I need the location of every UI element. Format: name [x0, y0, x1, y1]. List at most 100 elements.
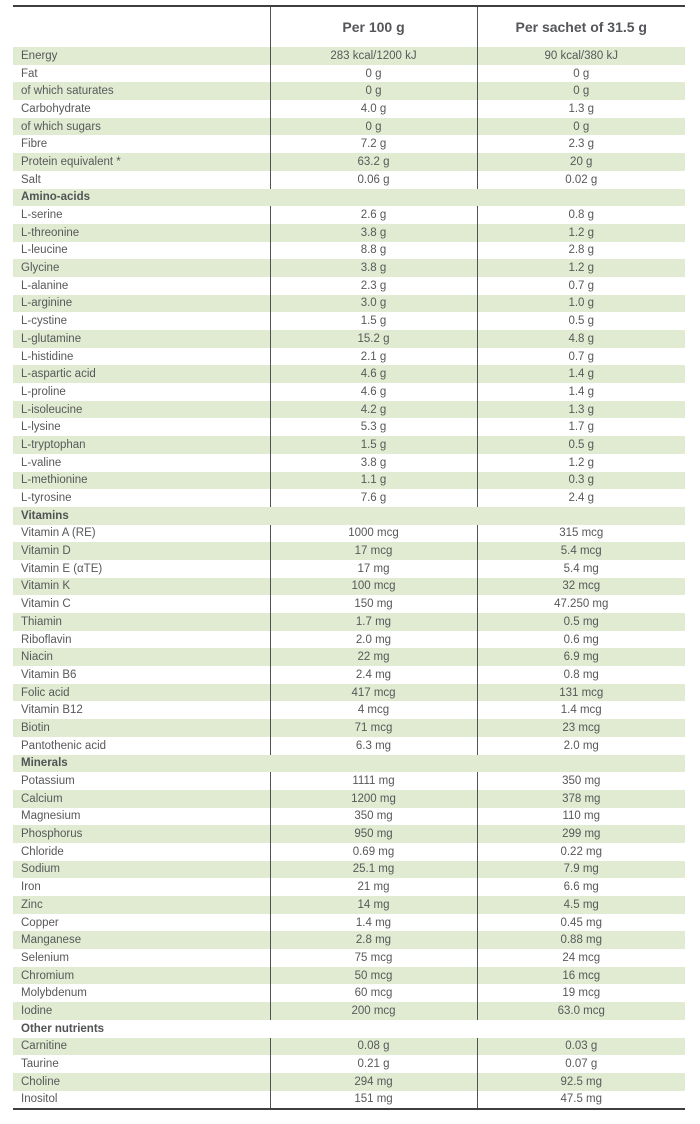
- value-per-sachet: 350 mg: [476, 772, 685, 790]
- value-per-sachet: 1.2 g: [476, 453, 685, 472]
- value-per-100g: 22 mg: [269, 648, 477, 667]
- table-row: L-proline 4.6 g 1.4 g: [13, 383, 685, 401]
- row-label: Riboflavin: [21, 633, 72, 646]
- row-label: Chloride: [21, 845, 64, 858]
- value-per-sachet: 0.88 mg: [476, 931, 685, 950]
- value-per-100g: 1.5 g: [269, 436, 477, 454]
- table-row: Vitamin C 150 mg 47.250 mg: [13, 595, 685, 613]
- table-row: Manganese 2.8 mg 0.88 mg: [13, 931, 685, 950]
- section-header-row: Minerals: [13, 754, 685, 773]
- table-row: L-valine 3.8 g 1.2 g: [13, 453, 685, 472]
- table-row: Vitamin D 17 mcg 5.4 mcg: [13, 542, 685, 560]
- row-label: Thiamin: [13, 613, 270, 631]
- row-label: Vitamin B6: [21, 668, 77, 681]
- value-per-sachet: 0.22 mg: [476, 842, 685, 861]
- table-row: Vitamin E (αTE) 17 mg 5.4 mg: [13, 559, 685, 578]
- row-label: Calcium: [13, 789, 270, 808]
- row-label: Carnitine: [13, 1037, 270, 1056]
- table-row: Salt 0.06 g 0.02 g: [13, 170, 685, 189]
- table-row: Fibre 7.2 g 2.3 g: [13, 135, 685, 154]
- section-header-label: Amino-acids: [13, 188, 685, 207]
- row-label: Potassium: [21, 775, 75, 788]
- value-per-100g: 200 mcg: [269, 1002, 477, 1020]
- row-label: Taurine: [21, 1058, 59, 1071]
- value-per-100g: 0 g: [269, 82, 477, 101]
- nutrition-table: Per 100 g Per sachet of 31.5 g Energy 283…: [13, 5, 685, 1111]
- table-row: Pantothenic acid 6.3 mg 2.0 mg: [13, 736, 685, 755]
- value-per-100g: 2.8 mg: [269, 931, 477, 950]
- value-per-sachet: 2.8 g: [476, 241, 685, 260]
- table-row: Calcium 1200 mg 378 mg: [13, 789, 685, 808]
- section-header-label: Other nutrients: [21, 1022, 105, 1035]
- value-per-sachet: 92.5 mg: [476, 1072, 685, 1091]
- row-label: L-arginine: [13, 294, 270, 313]
- value-per-sachet: 0.8 mg: [476, 666, 685, 684]
- table-row: Chromium 50 mcg 16 mcg: [13, 966, 685, 985]
- value-per-100g: 2.6 g: [269, 206, 477, 224]
- table-row: L-isoleucine 4.2 g 1.3 g: [13, 400, 685, 419]
- row-label: Chromium: [13, 966, 270, 985]
- row-label: Fibre: [21, 138, 48, 151]
- row-label: of which saturates: [13, 82, 270, 101]
- value-per-sachet: 6.9 mg: [476, 648, 685, 667]
- table-row: L-lysine 5.3 g 1.7 g: [13, 418, 685, 437]
- value-per-sachet: 1.2 g: [476, 259, 685, 277]
- value-per-100g: 21 mg: [269, 878, 477, 896]
- nutrition-table-header: Per 100 g Per sachet of 31.5 g: [13, 6, 685, 47]
- value-per-100g: 3.8 g: [269, 259, 477, 277]
- value-per-100g: 1.1 g: [269, 471, 477, 490]
- value-per-100g: 1000 mcg: [269, 524, 477, 543]
- table-row: L-threonine 3.8 g 1.2 g: [13, 223, 685, 242]
- row-label: L-leucine: [21, 244, 68, 257]
- value-per-100g: 3.0 g: [269, 294, 477, 313]
- row-label: L-proline: [21, 385, 66, 398]
- value-per-sachet: 0.07 g: [476, 1055, 685, 1073]
- value-per-sachet: 1.3 g: [476, 100, 685, 118]
- row-label: Iodine: [13, 1002, 270, 1020]
- table-row: Magnesium 350 mg 110 mg: [13, 807, 685, 826]
- value-per-sachet: 24 mcg: [476, 949, 685, 967]
- row-label: Choline: [13, 1072, 270, 1091]
- row-label: of which sugars: [13, 117, 270, 136]
- table-row: L-leucine 8.8 g 2.8 g: [13, 241, 685, 260]
- value-per-100g: 283 kcal/1200 kJ: [269, 47, 477, 65]
- column-header-per-100g: Per 100 g: [269, 6, 477, 47]
- row-label: L-tryptophan: [13, 436, 270, 454]
- corner-cell-empty: [13, 6, 270, 47]
- value-per-sachet: 32 mcg: [476, 577, 685, 596]
- table-row: Zinc 14 mg 4.5 mg: [13, 896, 685, 914]
- value-per-100g: 5.3 g: [269, 418, 477, 437]
- value-per-100g: 2.0 mg: [269, 630, 477, 649]
- value-per-100g: 0.08 g: [269, 1037, 477, 1056]
- table-row: L-arginine 3.0 g 1.0 g: [13, 294, 685, 313]
- row-label: L-tyrosine: [21, 492, 72, 505]
- value-per-100g: 4.6 g: [269, 365, 477, 384]
- table-row: Inositol 151 mg 47.5 mg: [13, 1090, 685, 1110]
- table-row: L-methionine 1.1 g 0.3 g: [13, 471, 685, 490]
- value-per-100g: 14 mg: [269, 896, 477, 914]
- row-label: Magnesium: [21, 810, 81, 823]
- value-per-100g: 8.8 g: [269, 241, 477, 260]
- column-header-row: Per 100 g Per sachet of 31.5 g: [13, 6, 685, 47]
- value-per-100g: 50 mcg: [269, 966, 477, 985]
- row-label: L-alanine: [21, 279, 69, 292]
- value-per-100g: 4.0 g: [269, 100, 477, 118]
- value-per-100g: 3.8 g: [269, 453, 477, 472]
- table-row: Energy 283 kcal/1200 kJ 90 kcal/380 kJ: [13, 47, 685, 65]
- value-per-sachet: 7.9 mg: [476, 860, 685, 879]
- value-per-100g: 0.21 g: [269, 1055, 477, 1073]
- row-label: L-serine: [21, 209, 63, 222]
- value-per-100g: 0.06 g: [269, 170, 477, 189]
- row-label: Zinc: [13, 896, 270, 914]
- value-per-sachet: 0.03 g: [476, 1037, 685, 1056]
- row-label: Vitamin B12: [21, 704, 83, 717]
- value-per-100g: 150 mg: [269, 595, 477, 613]
- table-row: Niacin 22 mg 6.9 mg: [13, 648, 685, 667]
- value-per-sachet: 1.4 g: [476, 383, 685, 401]
- section-header-row: Vitamins: [13, 506, 685, 525]
- table-row: Vitamin B12 4 mcg 1.4 mcg: [13, 701, 685, 720]
- row-label: L-threonine: [13, 223, 270, 242]
